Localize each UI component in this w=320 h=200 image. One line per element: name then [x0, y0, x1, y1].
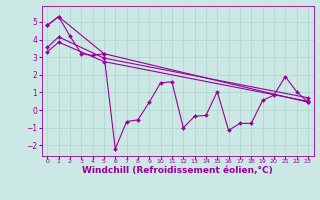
X-axis label: Windchill (Refroidissement éolien,°C): Windchill (Refroidissement éolien,°C) [82, 166, 273, 175]
